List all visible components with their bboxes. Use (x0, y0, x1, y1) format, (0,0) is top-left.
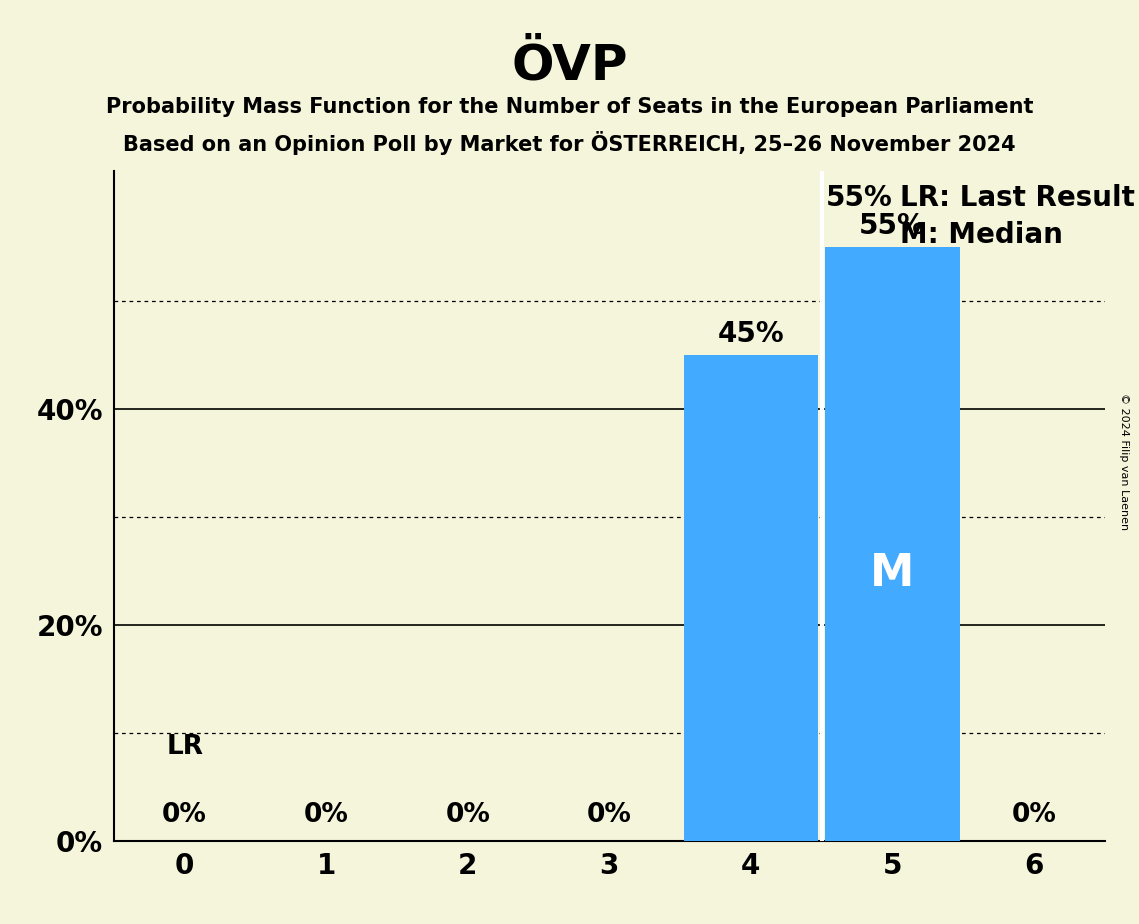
Text: Probability Mass Function for the Number of Seats in the European Parliament: Probability Mass Function for the Number… (106, 97, 1033, 117)
Bar (683, 355, 818, 841)
Text: ÖVP: ÖVP (511, 42, 628, 90)
Text: 0%: 0% (1011, 802, 1057, 828)
Text: LR: Last Result: LR: Last Result (900, 184, 1134, 212)
Bar (826, 247, 960, 841)
Text: 0%: 0% (304, 802, 349, 828)
Text: 55%: 55% (859, 213, 926, 240)
Text: © 2024 Filip van Laenen: © 2024 Filip van Laenen (1120, 394, 1129, 530)
Text: 0%: 0% (587, 802, 632, 828)
Text: 0%: 0% (445, 802, 490, 828)
Text: 0%: 0% (162, 802, 207, 828)
Text: M: Median: M: Median (900, 221, 1063, 249)
Text: 55%: 55% (826, 184, 893, 212)
Text: M: M (870, 552, 915, 595)
Text: Based on an Opinion Poll by Market for ÖSTERREICH, 25–26 November 2024: Based on an Opinion Poll by Market for Ö… (123, 131, 1016, 155)
Text: 45%: 45% (718, 320, 785, 348)
Text: LR: LR (166, 734, 203, 760)
